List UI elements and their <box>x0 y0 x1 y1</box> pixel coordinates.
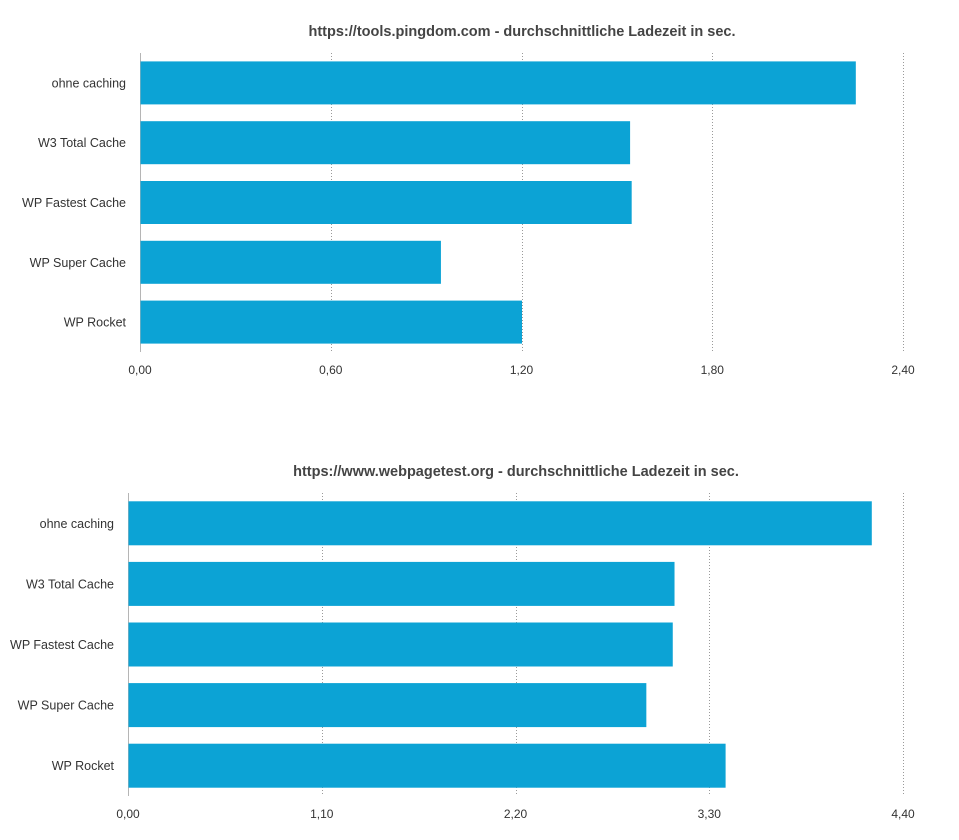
category-label: WP Rocket <box>64 316 127 330</box>
x-tick-label: 4,40 <box>891 807 915 821</box>
webpagetest-chart: https://www.webpagetest.org - durchschni… <box>10 464 915 821</box>
bar-w3-total-cache <box>128 561 675 606</box>
x-tick-label: 1,20 <box>510 363 534 377</box>
x-tick-label: 2,20 <box>504 807 528 821</box>
category-label: WP Fastest Cache <box>10 638 114 652</box>
bar-wp-fastest-cache <box>140 181 632 224</box>
category-label: ohne caching <box>40 517 114 531</box>
bar-w3-total-cache <box>140 121 631 165</box>
category-label: W3 Total Cache <box>26 577 114 591</box>
x-tick-label: 1,10 <box>310 807 334 821</box>
category-label: WP Fastest Cache <box>22 196 126 210</box>
x-tick-label: 0,00 <box>128 363 152 377</box>
bar-wp-super-cache <box>140 240 441 284</box>
chart-title: https://tools.pingdom.com - durchschnitt… <box>309 24 736 40</box>
category-label: W3 Total Cache <box>38 136 126 150</box>
x-tick-label: 0,60 <box>319 363 343 377</box>
x-tick-label: 1,80 <box>701 363 725 377</box>
chart-title: https://www.webpagetest.org - durchschni… <box>293 464 739 480</box>
bar-ohne-caching <box>128 501 872 546</box>
category-label: ohne caching <box>52 76 126 90</box>
bar-wp-fastest-cache <box>128 622 673 667</box>
bar-wp-super-cache <box>128 683 647 728</box>
category-label: WP Super Cache <box>30 256 126 270</box>
x-tick-label: 3,30 <box>698 807 722 821</box>
pingdom-chart: https://tools.pingdom.com - durchschnitt… <box>22 24 915 377</box>
bar-ohne-caching <box>140 61 856 105</box>
x-tick-label: 2,40 <box>891 363 915 377</box>
category-label: WP Rocket <box>52 759 115 773</box>
category-label: WP Super Cache <box>18 699 114 713</box>
bar-wp-rocket <box>128 743 726 788</box>
x-tick-label: 0,00 <box>116 807 140 821</box>
bar-wp-rocket <box>140 300 522 344</box>
